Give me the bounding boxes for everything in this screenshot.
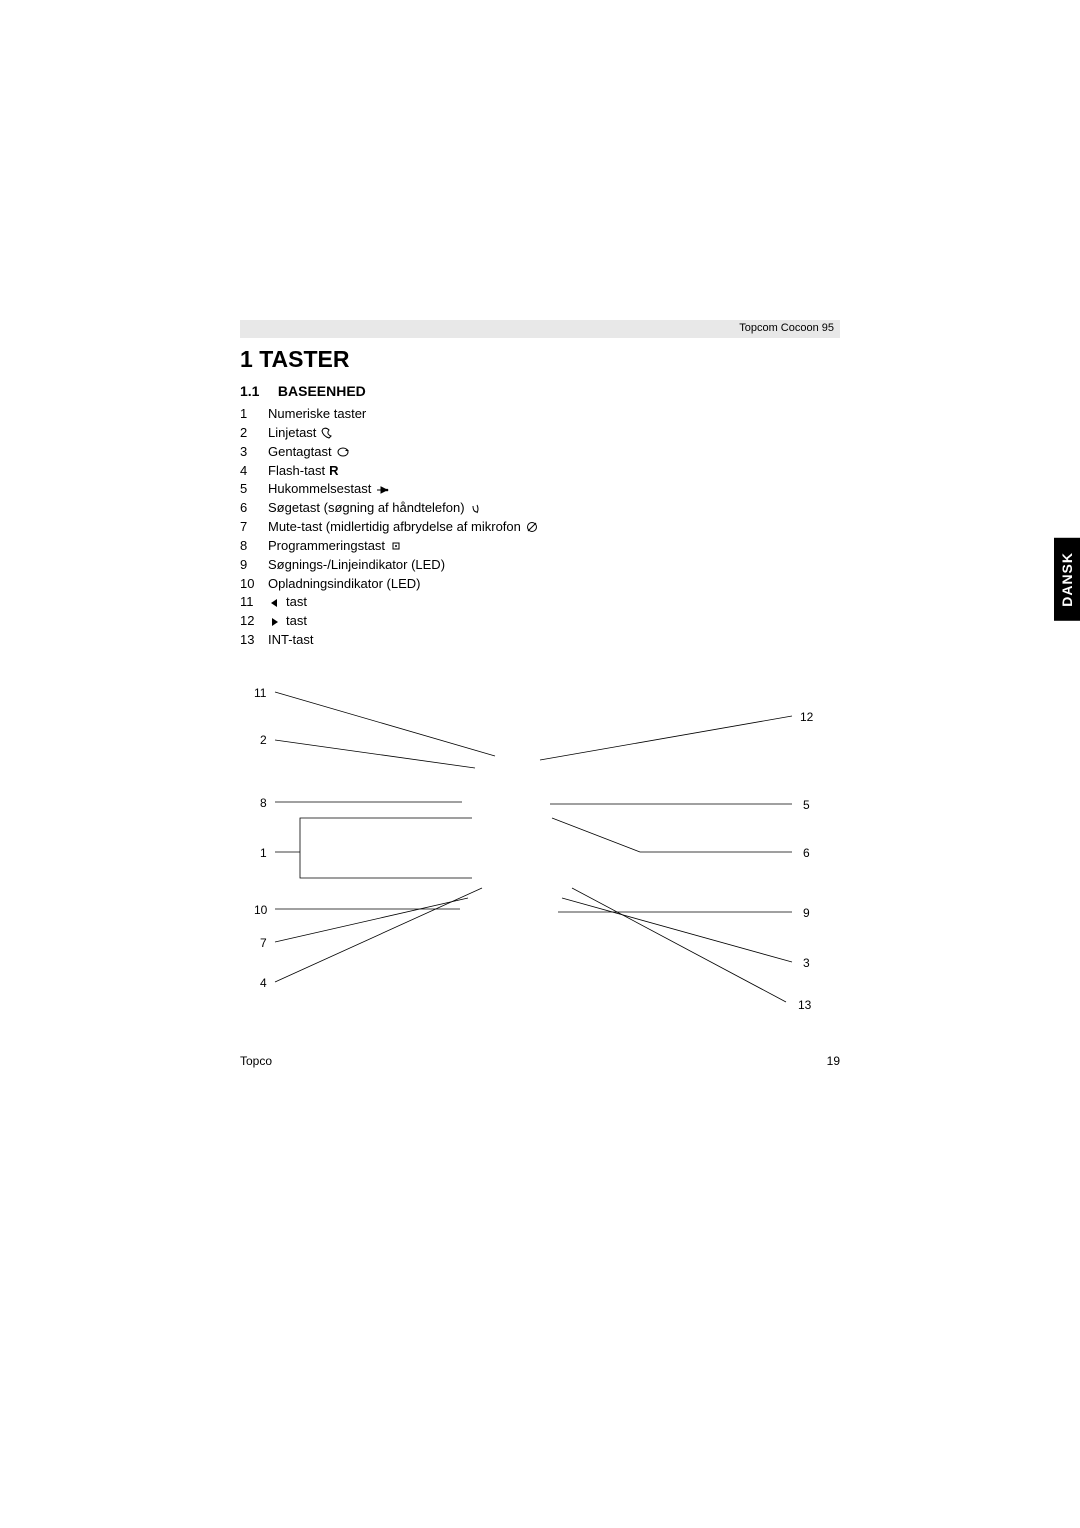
key-text: Søgetast (søgning af håndtelefon) (268, 499, 483, 518)
language-tab-label: DANSK (1059, 552, 1075, 607)
diagram-label: 12 (800, 710, 813, 724)
key-row: 4Flash-tastR (240, 462, 840, 481)
key-diagram: 11 2 8 1 10 7 4 12 5 6 9 3 13 (240, 678, 820, 1028)
diagram-label: 2 (260, 733, 267, 747)
key-label: tast (286, 612, 307, 631)
key-number: 7 (240, 518, 268, 537)
key-number: 6 (240, 499, 268, 518)
key-row: 12 tast (240, 612, 840, 631)
diagram-label: 7 (260, 936, 267, 950)
key-row: 10Opladningsindikator (LED) (240, 575, 840, 594)
diagram-label: 9 (803, 906, 810, 920)
section-number: 1 (240, 346, 253, 372)
key-label: Mute-tast (midlertidig afbrydelse af mik… (268, 518, 521, 537)
R-bold-icon: R (329, 462, 338, 481)
product-name: Topcom Cocoon 95 (739, 322, 834, 334)
key-text: Gentagtast (268, 443, 350, 462)
key-number: 11 (240, 593, 268, 612)
key-row: 8Programmeringstast (240, 537, 840, 556)
key-text: Numeriske taster (268, 405, 366, 424)
section-name: TASTER (259, 346, 349, 372)
key-text: Søgnings-/Linjeindikator (LED) (268, 556, 445, 575)
key-number: 8 (240, 537, 268, 556)
footer-left: Topco (240, 1054, 272, 1068)
subsection-number: 1.1 (240, 383, 274, 399)
key-text: Programmeringstast (268, 537, 403, 556)
diagram-label: 13 (798, 998, 811, 1012)
key-label: INT-tast (268, 631, 314, 650)
key-row: 13INT-tast (240, 631, 840, 650)
key-number: 10 (240, 575, 268, 594)
subsection-title: 1.1 BASEENHED (240, 383, 840, 399)
key-text: Mute-tast (midlertidig afbrydelse af mik… (268, 518, 539, 537)
diagram-svg (240, 678, 820, 1028)
page-icon (469, 503, 483, 515)
key-text: INT-tast (268, 631, 314, 650)
diagram-label: 3 (803, 956, 810, 970)
key-number: 4 (240, 462, 268, 481)
section-title: 1 TASTER (240, 346, 840, 373)
key-label: Opladningsindikator (LED) (268, 575, 420, 594)
diagram-label: 8 (260, 796, 267, 810)
key-row: 9Søgnings-/Linjeindikator (LED) (240, 556, 840, 575)
key-label: Søgnings-/Linjeindikator (LED) (268, 556, 445, 575)
key-label: Gentagtast (268, 443, 332, 462)
key-label: tast (286, 593, 307, 612)
prog-icon (389, 540, 403, 552)
diagram-label: 11 (254, 686, 266, 700)
key-row: 7Mute-tast (midlertidig afbrydelse af mi… (240, 518, 840, 537)
language-tab: DANSK (1054, 538, 1080, 621)
page-footer: Topco 19 (240, 1054, 840, 1068)
key-number: 5 (240, 480, 268, 499)
key-label: Programmeringstast (268, 537, 385, 556)
key-label: Søgetast (søgning af håndtelefon) (268, 499, 465, 518)
key-text: Linjetast (268, 424, 334, 443)
tri-left-icon (268, 597, 282, 609)
subsection-name: BASEENHED (278, 383, 366, 399)
key-number: 2 (240, 424, 268, 443)
mute-icon (525, 521, 539, 533)
key-label: Hukommelsestast (268, 480, 371, 499)
key-label: Numeriske taster (268, 405, 366, 424)
manual-page: Topcom Cocoon 95 1 TASTER 1.1 BASEENHED … (240, 320, 840, 1028)
header-bar: Topcom Cocoon 95 (240, 320, 840, 338)
key-list: 1Numeriske taster2Linjetast3Gentagtast4F… (240, 405, 840, 650)
diagram-label: 1 (260, 846, 267, 860)
footer-page-number: 19 (827, 1054, 840, 1068)
memory-icon (375, 484, 389, 496)
key-number: 3 (240, 443, 268, 462)
key-row: 3Gentagtast (240, 443, 840, 462)
key-number: 1 (240, 405, 268, 424)
key-row: 5Hukommelsestast (240, 480, 840, 499)
redial-icon (336, 446, 350, 458)
key-label: Flash-tast (268, 462, 325, 481)
diagram-label: 4 (260, 976, 267, 990)
diagram-label: 5 (803, 798, 810, 812)
tri-right-icon (268, 616, 282, 628)
key-text: Opladningsindikator (LED) (268, 575, 420, 594)
phone-icon (320, 427, 334, 439)
key-row: 6Søgetast (søgning af håndtelefon) (240, 499, 840, 518)
diagram-label: 6 (803, 846, 810, 860)
key-text: Flash-tastR (268, 462, 338, 481)
key-number: 12 (240, 612, 268, 631)
key-number: 9 (240, 556, 268, 575)
key-row: 1Numeriske taster (240, 405, 840, 424)
key-number: 13 (240, 631, 268, 650)
key-text: tast (268, 593, 307, 612)
key-text: Hukommelsestast (268, 480, 389, 499)
key-row: 2Linjetast (240, 424, 840, 443)
key-row: 11 tast (240, 593, 840, 612)
diagram-label: 10 (254, 903, 267, 917)
key-label: Linjetast (268, 424, 316, 443)
key-text: tast (268, 612, 307, 631)
